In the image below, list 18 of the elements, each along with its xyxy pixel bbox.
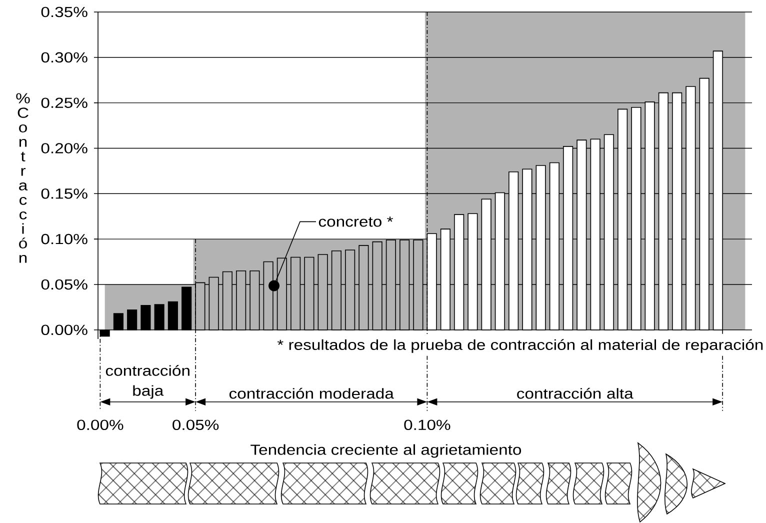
text: 0.00%	[77, 420, 124, 430]
text: contracción baja	[106, 365, 190, 399]
annotation: concreto *	[318, 216, 394, 227]
y-tick-label: 0.15%	[41, 188, 88, 199]
text: contracción moderada	[229, 388, 394, 399]
y-tick-label: 0.35%	[41, 6, 88, 18]
y-tick-label: 0.25%	[41, 98, 88, 108]
text: contracción alta	[517, 388, 634, 399]
y-tick-label: 0.05%	[41, 279, 88, 290]
y-tick-label: 0.00%	[41, 324, 88, 336]
y-tick-label: 0.30%	[41, 52, 88, 63]
text: % Contracción	[16, 93, 30, 263]
text: Tendencia creciente al agrietamiento	[250, 444, 522, 458]
text: * resultados de la prueba de contracción al material de reparación	[277, 339, 763, 353]
text: 0.10%	[404, 420, 450, 430]
y-tick-label: 0.10%	[41, 234, 88, 244]
y-tick-label: 0.20%	[41, 143, 88, 154]
text: 0.05%	[172, 420, 219, 430]
